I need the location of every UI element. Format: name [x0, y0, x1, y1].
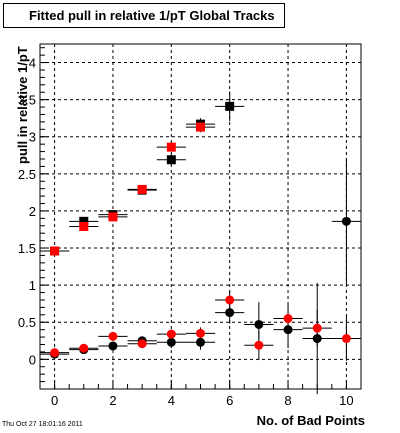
- data-marks: [40, 91, 361, 395]
- data-point-square: [166, 142, 176, 152]
- x-tick-label: 4: [168, 393, 175, 408]
- data-point-square: [79, 216, 89, 226]
- y-tick-label: 0.5: [18, 315, 36, 330]
- data-point-square: [225, 101, 235, 111]
- data-point-square: [137, 184, 147, 194]
- y-tick-label: 3.5: [18, 93, 36, 108]
- data-point-square: [166, 155, 176, 165]
- y-tick-label: 4: [29, 56, 36, 71]
- timestamp: Thu Oct 27 18:01:16 2011: [2, 421, 83, 428]
- y-axis-label: pull in relative 1/pT: [15, 46, 30, 164]
- data-point-circle: [254, 340, 264, 350]
- y-tick-label: 1: [29, 278, 36, 293]
- data-point-circle: [108, 341, 118, 351]
- data-point-circle: [254, 319, 264, 329]
- y-tick-label: 2.5: [18, 167, 36, 182]
- tick-labels: 0 0.5 1 1.5 2 2.5 3 3.5 4 0 2 4 6 8 10: [18, 56, 354, 408]
- data-point-circle: [166, 329, 176, 339]
- series-1: [40, 121, 216, 256]
- y-tick-label: 2: [29, 204, 36, 219]
- data-point-circle: [312, 323, 322, 333]
- y-tick-label: 3: [29, 130, 36, 145]
- axis-ticks: [40, 47, 347, 389]
- data-point-circle: [137, 339, 147, 349]
- x-tick-label: 10: [339, 393, 353, 408]
- data-point-circle: [196, 328, 205, 338]
- data-point-circle: [79, 343, 89, 353]
- x-axis-label: No. of Bad Points: [256, 413, 365, 428]
- data-point-circle: [196, 337, 205, 347]
- data-point-circle: [341, 334, 351, 344]
- data-point-circle: [166, 337, 176, 347]
- data-point-circle: [283, 314, 293, 324]
- series-3: [40, 291, 361, 361]
- data-point-circle: [50, 348, 60, 358]
- x-tick-label: 6: [226, 393, 233, 408]
- data-point-circle: [341, 216, 351, 226]
- data-point-circle: [108, 331, 118, 341]
- series-2: [40, 158, 361, 395]
- x-tick-label: 2: [109, 393, 116, 408]
- x-tick-label: 0: [51, 393, 58, 408]
- y-tick-label: 0: [29, 352, 36, 367]
- y-tick-label: 1.5: [18, 241, 36, 256]
- data-point-square: [108, 212, 118, 222]
- data-point-square: [196, 122, 205, 132]
- chart-title: Fitted pull in relative 1/pT Global Trac…: [3, 3, 285, 28]
- x-tick-label: 8: [284, 393, 291, 408]
- data-point-circle: [225, 308, 235, 318]
- data-point-square: [79, 222, 89, 232]
- data-point-square: [50, 246, 60, 256]
- data-point-circle: [225, 295, 235, 305]
